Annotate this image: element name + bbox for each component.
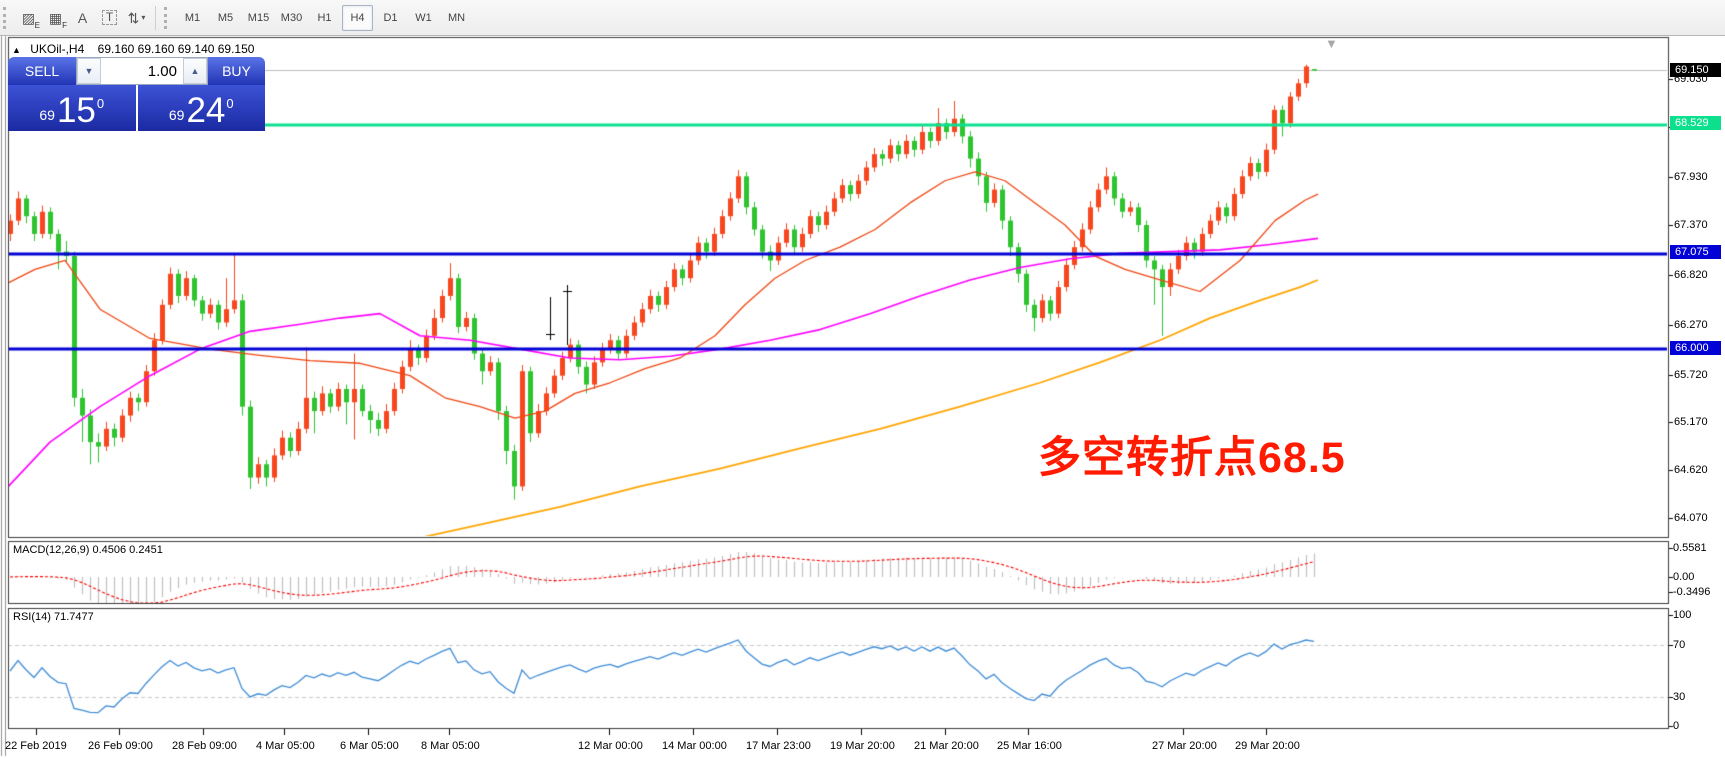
sell-price-prefix: 69 — [39, 107, 55, 123]
price-badge: 69.150 — [1670, 63, 1721, 77]
chart-shift-marker-icon[interactable]: ▼ — [1325, 36, 1338, 51]
price-badge: 66.000 — [1670, 341, 1721, 355]
price-axis-tick-label: 65.720 — [1674, 369, 1708, 381]
timeframe-button-m1[interactable]: M1 — [184, 11, 201, 24]
macd-label: MACD(12,26,9) 0.4506 0.2451 — [13, 544, 163, 556]
rsi-axis-tick-label: 0 — [1673, 720, 1680, 732]
timeframe-button-h4[interactable]: H4 — [342, 4, 373, 31]
price-axis-tick-label: 66.270 — [1674, 319, 1708, 331]
date-axis-label: 22 Feb 2019 — [5, 740, 67, 752]
ohlc-values: 69.160 69.160 69.140 69.150 — [97, 42, 255, 56]
price-axis-tick-label: 64.620 — [1674, 464, 1708, 476]
date-axis-label: 17 Mar 23:00 — [746, 740, 811, 752]
timeframe-button-m5[interactable]: M5 — [217, 11, 234, 24]
date-axis-label: 19 Mar 20:00 — [830, 740, 895, 752]
date-axis-label: 14 Mar 00:00 — [662, 740, 727, 752]
timeframe-button-h1[interactable]: H1 — [317, 11, 332, 24]
rsi-label: RSI(14) 71.7477 — [13, 611, 94, 623]
hatch-tool-e-icon[interactable]: ▨ E — [21, 9, 40, 30]
sell-button[interactable]: SELL — [8, 57, 76, 85]
buy-price-big: 24 — [186, 91, 226, 130]
timeframe-buttons-group: M1 M5 M15 M30 H1 H4 D1 W1 MN — [176, 4, 473, 31]
date-axis-label: 4 Mar 05:00 — [256, 740, 315, 752]
volume-increase-button[interactable]: ▲ — [183, 58, 207, 84]
timeframe-button-d1[interactable]: D1 — [383, 11, 398, 24]
text-a-tool-icon[interactable]: A — [77, 9, 88, 26]
date-axis-label: 8 Mar 05:00 — [421, 740, 480, 752]
symbol-timeframe-label: UKOil-,H4 — [30, 42, 85, 56]
volume-decrease-button[interactable]: ▼ — [77, 58, 101, 84]
arrows-tool-icon[interactable]: ⇅ ▾ — [127, 9, 146, 26]
timeframe-button-m30[interactable]: M30 — [280, 11, 303, 24]
rsi-axis-tick-label: 30 — [1673, 691, 1686, 703]
timeframe-button-mn[interactable]: MN — [447, 11, 466, 24]
sell-price-display[interactable]: 69 15 0 — [8, 85, 136, 131]
volume-stepper: ▼ 1.00 ▲ — [76, 57, 208, 85]
price-axis-tick-label: 64.070 — [1674, 512, 1708, 524]
date-axis-label: 12 Mar 00:00 — [578, 740, 643, 752]
price-badge: 68.529 — [1670, 116, 1721, 130]
toolbar-drag-handle[interactable] — [3, 6, 11, 29]
date-axis-label: 21 Mar 20:00 — [914, 740, 979, 752]
one-click-trading-panel: SELL ▼ 1.00 ▲ BUY 69 15 0 69 24 0 — [8, 57, 265, 131]
date-axis-label: 6 Mar 05:00 — [340, 740, 399, 752]
toolbar-drag-handle-2[interactable] — [164, 6, 172, 29]
sell-price-sup: 0 — [96, 96, 105, 111]
chart-annotation-text: 多空转折点68.5 — [1038, 434, 1346, 482]
timeframe-button-m15[interactable]: M15 — [247, 11, 270, 24]
toolbar: ▨ E ▦ F A T ⇅ ▾ M1 M5 M15 M30 H1 H4 D1 W1 MN — [0, 0, 1725, 36]
buy-price-prefix: 69 — [168, 107, 185, 123]
timeframe-button-w1[interactable]: W1 — [415, 11, 432, 24]
drawing-tools-group: ▨ E ▦ F A T ⇅ ▾ — [15, 5, 150, 31]
macd-axis-tick-label: -0.3496 — [1673, 586, 1711, 598]
collapse-panel-icon[interactable]: ▲ — [12, 45, 21, 55]
date-axis-label: 27 Mar 20:00 — [1152, 740, 1217, 752]
price-axis-tick-label: 66.820 — [1674, 269, 1708, 281]
rsi-axis-tick-label: 100 — [1673, 609, 1692, 621]
rsi-axis-tick-label: 70 — [1673, 639, 1686, 651]
toolbar-separator — [155, 5, 156, 30]
date-axis-label: 26 Feb 09:00 — [88, 740, 153, 752]
sell-price-big: 15 — [56, 91, 96, 130]
price-badge: 67.075 — [1670, 245, 1721, 259]
date-axis-label: 28 Feb 09:00 — [172, 740, 237, 752]
price-axis-tick-label: 67.370 — [1674, 219, 1708, 231]
buy-button[interactable]: BUY — [208, 57, 265, 85]
date-axis-label: 29 Mar 20:00 — [1235, 740, 1300, 752]
volume-input[interactable]: 1.00 — [147, 62, 177, 80]
macd-axis-tick-label: 0.5581 — [1673, 542, 1707, 554]
text-label-tool-icon[interactable]: T — [96, 5, 123, 31]
date-axis-label: 25 Mar 16:00 — [997, 740, 1062, 752]
grid-tool-f-icon[interactable]: ▦ F — [48, 9, 67, 30]
price-display-divider — [135, 85, 138, 131]
price-axis-tick-label: 65.170 — [1674, 416, 1708, 428]
buy-price-display[interactable]: 69 24 0 — [137, 85, 265, 131]
buy-price-sup: 0 — [226, 96, 234, 111]
price-axis-tick-label: 67.930 — [1674, 171, 1708, 183]
macd-axis-tick-label: 0.00 — [1673, 571, 1695, 583]
chart-title: ▲ UKOil-,H4 69.160 69.160 69.140 69.150 — [12, 42, 254, 56]
